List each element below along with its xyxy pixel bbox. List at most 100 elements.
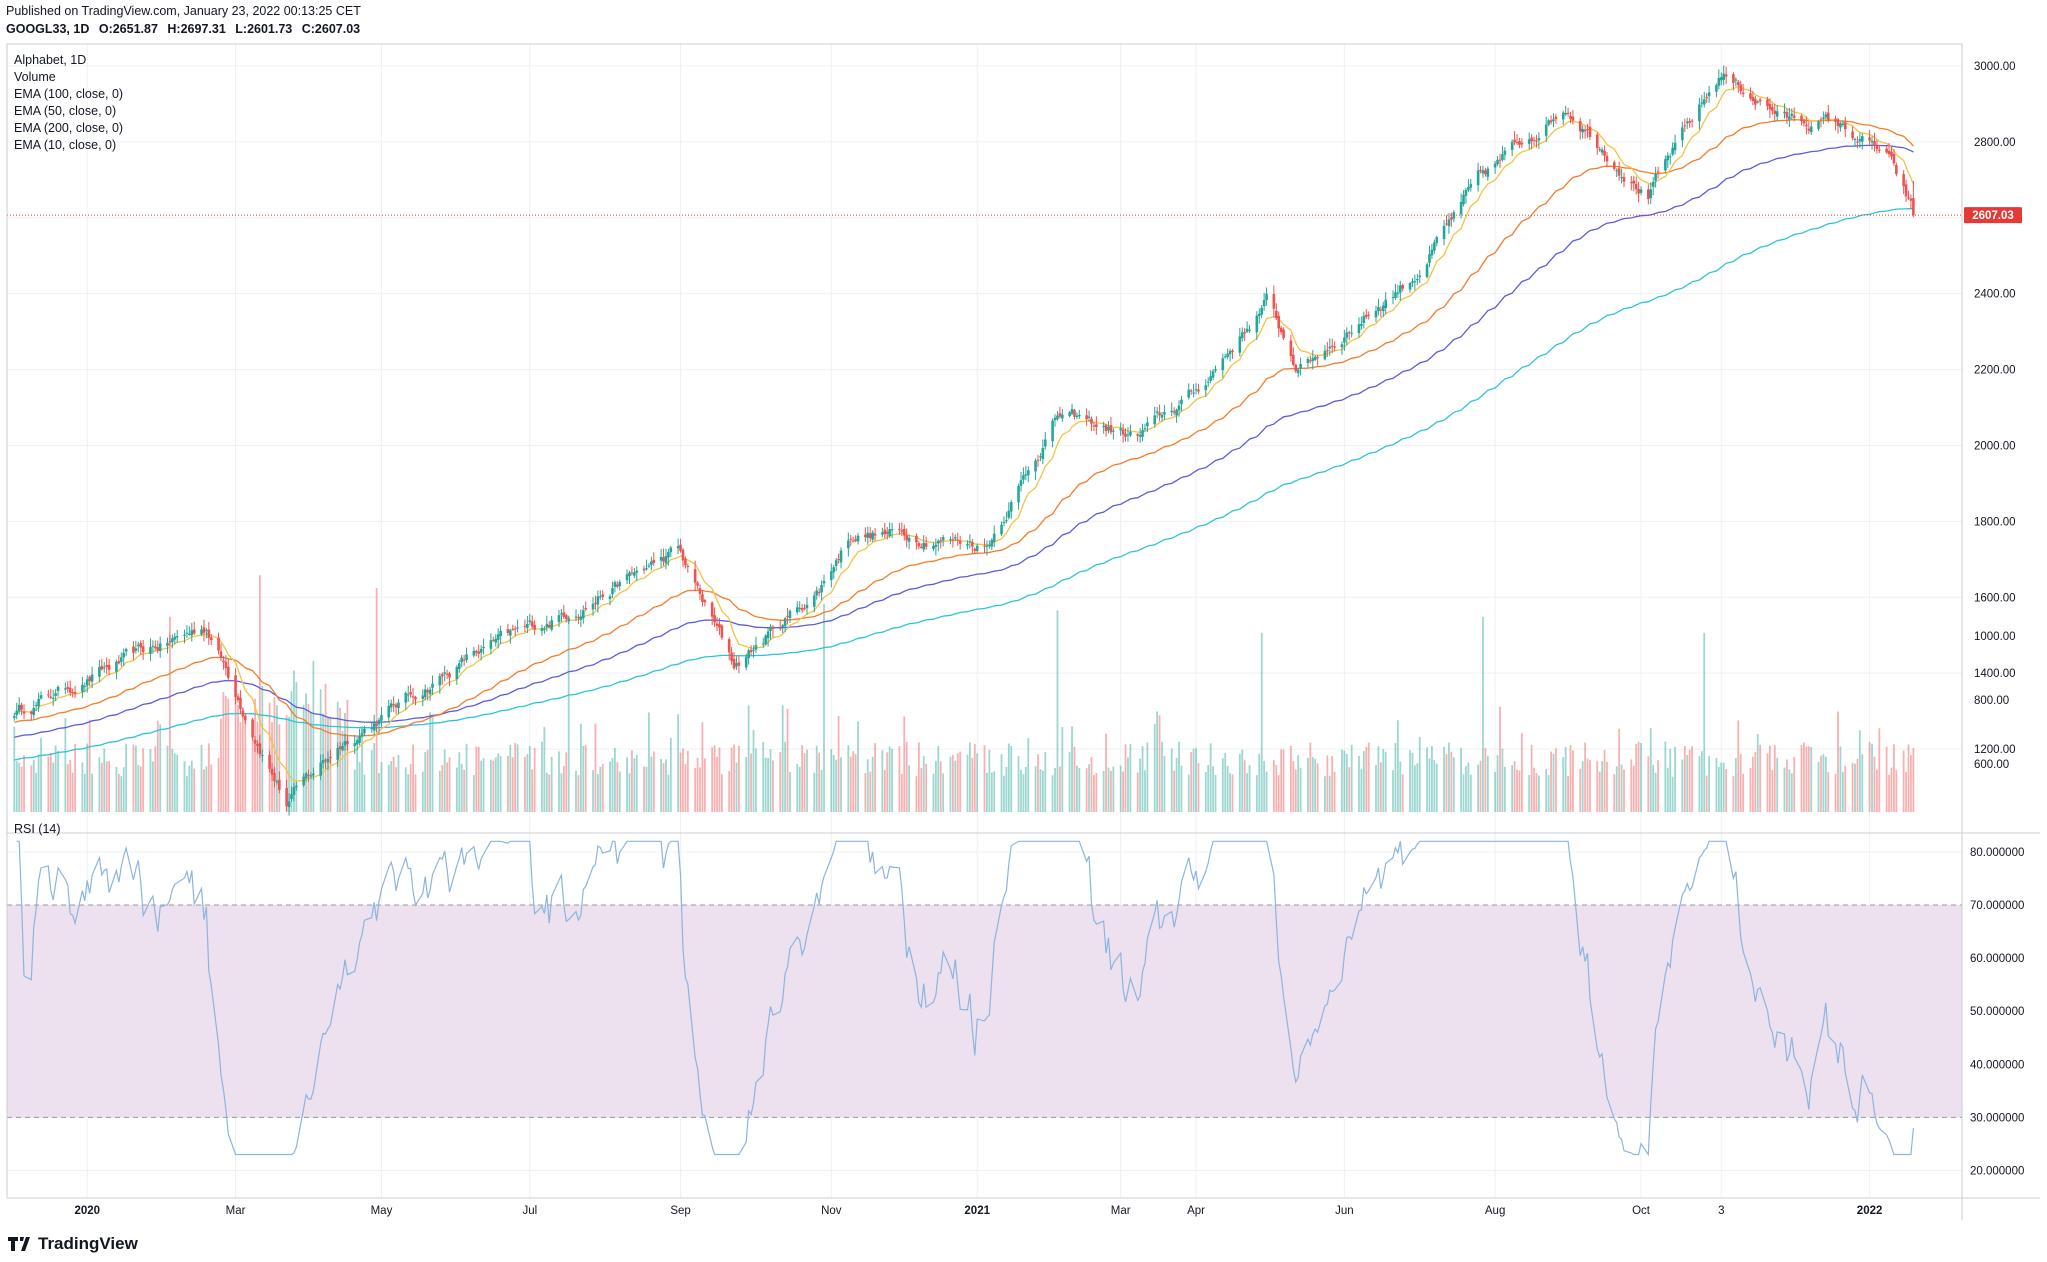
volume-bar — [1720, 762, 1723, 812]
volume-bar — [1871, 743, 1873, 812]
volume-bar — [1246, 773, 1249, 812]
volume-bar — [307, 704, 310, 812]
candle-body — [557, 615, 561, 623]
candle-body — [438, 676, 442, 686]
candle-body — [949, 539, 952, 541]
candle-body — [1362, 315, 1366, 324]
volume-bar — [1161, 741, 1163, 812]
candle-body — [51, 698, 55, 700]
volume-bar — [903, 716, 906, 812]
candle-body — [971, 542, 974, 547]
candle-body — [100, 665, 104, 670]
volume-bar — [1107, 767, 1110, 812]
candle-body — [1700, 102, 1704, 104]
candle-body — [479, 648, 483, 653]
volume-bar — [329, 716, 332, 812]
candle-body — [1481, 170, 1485, 174]
volume-bar — [1180, 765, 1183, 812]
volume-bar — [594, 723, 597, 812]
volume-bar — [71, 772, 74, 812]
volume-bar — [397, 754, 400, 812]
volume-bar — [103, 748, 106, 812]
volume-bar — [728, 771, 731, 812]
candle-body — [107, 664, 111, 670]
volume-bar — [244, 718, 247, 812]
candle-body — [34, 704, 38, 706]
volume-bar — [1307, 757, 1309, 812]
candle-body — [1024, 474, 1028, 476]
candle-body — [1296, 369, 1300, 374]
candle-body — [1907, 197, 1910, 199]
volume-bar — [1890, 767, 1893, 812]
candle-body — [98, 667, 101, 677]
candle-body — [684, 558, 687, 566]
volume-bar — [159, 724, 162, 812]
candle-body — [526, 623, 529, 628]
volume-bar — [942, 773, 945, 812]
volume-bar — [1555, 748, 1557, 812]
rsi-tick-label: 60.000000 — [1970, 953, 2024, 965]
candle-body — [1732, 74, 1735, 83]
candle-body — [1294, 364, 1298, 372]
volume-bar — [254, 698, 256, 812]
candle-body — [90, 674, 94, 682]
time-tick-label: May — [371, 1205, 393, 1217]
candle-body — [1039, 456, 1042, 458]
candle-body — [1153, 415, 1157, 425]
volume-bar — [1734, 758, 1737, 812]
volume-bar — [137, 764, 140, 812]
volume-bar — [660, 758, 662, 812]
volume-bar — [166, 745, 169, 812]
candle-body — [956, 539, 960, 541]
candle-body — [817, 591, 821, 593]
candle-body — [1433, 242, 1436, 251]
volume-bar — [652, 751, 655, 812]
candle-body — [1248, 329, 1251, 331]
volume-bar — [1365, 746, 1368, 812]
volume-bar — [779, 751, 782, 812]
volume-bar — [1360, 769, 1363, 812]
candle-body — [900, 530, 904, 532]
volume-bar — [1501, 748, 1504, 812]
volume-bar — [925, 763, 928, 812]
tradingview-brand[interactable]: TradingView — [8, 1234, 138, 1254]
volume-bar — [261, 685, 264, 812]
candle-body — [47, 694, 50, 696]
candle-body — [662, 557, 665, 562]
volume-bar — [1844, 765, 1847, 812]
candle-body — [1544, 124, 1548, 136]
candle-body — [1566, 112, 1570, 114]
candle-body — [20, 704, 23, 710]
volume-bar — [1550, 751, 1552, 812]
volume-bar — [239, 722, 242, 812]
volume-bar — [801, 745, 804, 812]
volume-bar — [455, 767, 458, 812]
volume-bar — [1783, 767, 1786, 812]
candle-body — [1902, 174, 1905, 187]
price-tick-label: 1800.00 — [1974, 516, 2016, 528]
volume-bar — [142, 748, 145, 812]
volume-bar — [409, 764, 412, 812]
volume-bar — [222, 692, 225, 812]
volume-bar — [1022, 774, 1025, 812]
time-tick-label: 2021 — [964, 1205, 990, 1217]
candle-body — [898, 528, 901, 530]
candle-body — [1822, 117, 1825, 119]
volume-bar — [750, 753, 752, 812]
candle-body — [973, 548, 977, 551]
candle-body — [494, 638, 498, 643]
volume-bar — [1589, 760, 1591, 812]
candle-body — [1503, 150, 1507, 155]
volume-bar — [1494, 772, 1497, 812]
volume-bar — [596, 774, 599, 812]
volume-bar — [1613, 774, 1616, 812]
candle-body — [183, 634, 186, 636]
candle-body — [166, 642, 169, 646]
volume-bar — [1851, 762, 1854, 812]
candle-body — [319, 762, 322, 776]
candle-body — [703, 600, 707, 603]
candle-body — [1364, 314, 1368, 317]
volume-bar — [631, 750, 633, 812]
candle-body — [747, 650, 750, 659]
